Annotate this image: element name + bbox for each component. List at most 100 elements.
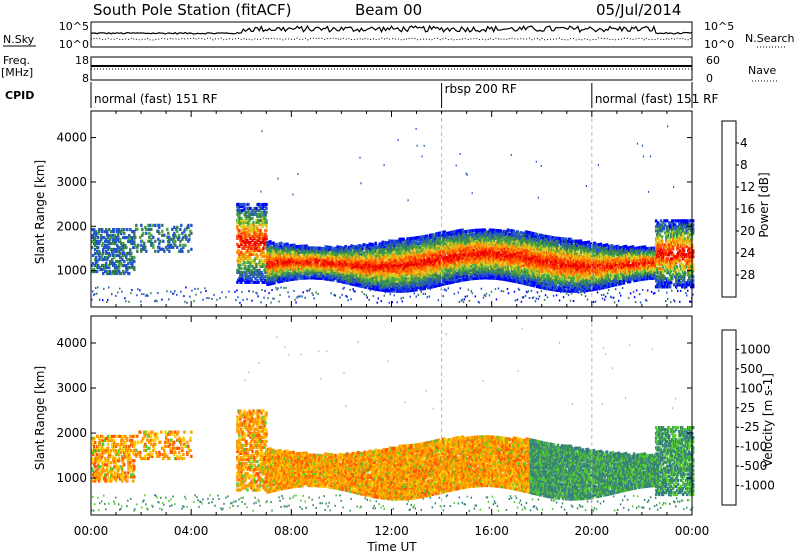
station-title: South Pole Station (fitACF) xyxy=(93,1,291,19)
range-cell xyxy=(125,246,127,249)
range-cell xyxy=(133,266,135,269)
range-cell xyxy=(346,296,348,298)
range-cell xyxy=(95,287,97,289)
range-cell xyxy=(459,301,461,303)
range-cell xyxy=(408,199,409,201)
range-cell xyxy=(251,300,253,302)
range-cell xyxy=(99,299,101,301)
range-cell xyxy=(161,224,163,227)
range-cell xyxy=(270,302,272,304)
range-cell xyxy=(313,297,315,299)
range-cell xyxy=(446,290,448,292)
range-cell xyxy=(111,293,113,295)
range-cell xyxy=(136,250,138,253)
range-cell xyxy=(278,301,280,303)
range-cell xyxy=(239,261,241,264)
range-cell xyxy=(159,240,161,243)
range-cell xyxy=(162,240,164,243)
range-cell xyxy=(384,295,386,297)
range-cell xyxy=(330,292,332,294)
range-cell xyxy=(301,295,303,297)
range-cell xyxy=(225,296,227,298)
range-cell xyxy=(97,236,99,239)
nave-tick-top: 60 xyxy=(706,54,720,67)
range-cell xyxy=(176,294,178,296)
range-cell xyxy=(469,300,471,302)
range-cell xyxy=(166,290,168,292)
range-cell xyxy=(265,211,267,214)
range-cell xyxy=(268,292,270,294)
range-cell xyxy=(309,288,311,290)
range-cell xyxy=(128,301,130,303)
range-cell xyxy=(186,302,188,304)
range-cell xyxy=(103,288,105,290)
range-cell xyxy=(97,246,99,249)
range-cell xyxy=(280,287,282,289)
range-cell xyxy=(271,289,273,291)
range-cell xyxy=(239,302,241,304)
range-cell xyxy=(354,291,356,293)
range-cell xyxy=(458,292,460,294)
range-cell xyxy=(280,242,282,245)
range-cell xyxy=(261,289,263,291)
range-cell xyxy=(472,192,473,194)
range-cell xyxy=(128,272,130,275)
range-cell xyxy=(174,240,176,243)
range-cell xyxy=(237,296,239,298)
range-cell xyxy=(173,293,175,295)
range-cell xyxy=(176,246,178,249)
range-cell xyxy=(252,221,254,224)
range-cell xyxy=(180,291,182,293)
range-cell xyxy=(202,299,204,301)
range-cell xyxy=(145,250,147,253)
range-cell xyxy=(115,295,117,297)
range-cell xyxy=(277,287,279,289)
range-cell xyxy=(136,228,138,231)
range-cell xyxy=(364,293,366,295)
range-cell xyxy=(190,248,192,251)
nsearch-series xyxy=(91,38,692,40)
range-cell xyxy=(302,291,304,293)
range-cell xyxy=(144,246,146,249)
range-cell xyxy=(200,291,202,293)
range-cell xyxy=(416,296,418,298)
range-cell xyxy=(194,288,196,290)
range-cell xyxy=(193,300,195,302)
range-cell xyxy=(130,252,132,255)
range-cell xyxy=(410,296,412,298)
range-cell xyxy=(143,293,145,295)
range-cell xyxy=(95,256,97,259)
range-cell xyxy=(306,290,308,292)
nsky-left-tick-top: 10^5 xyxy=(59,20,89,33)
range-cell xyxy=(467,295,469,297)
range-cell xyxy=(260,191,261,193)
range-cell xyxy=(403,297,405,299)
range-cell xyxy=(235,299,237,301)
range-cell xyxy=(152,244,154,247)
range-cell xyxy=(131,289,133,291)
range-cell xyxy=(140,224,142,227)
range-cell xyxy=(158,224,160,227)
range-cell xyxy=(390,293,392,295)
range-cell xyxy=(273,298,275,300)
range-cell xyxy=(402,300,404,302)
range-cell xyxy=(119,246,121,249)
range-cell xyxy=(312,294,314,296)
range-cell xyxy=(265,229,267,232)
range-cell xyxy=(133,260,135,263)
range-cell xyxy=(244,265,246,268)
range-cell xyxy=(465,296,467,298)
range-cell xyxy=(167,232,169,235)
range-cell xyxy=(150,228,152,231)
range-cell xyxy=(481,288,483,290)
range-cell xyxy=(384,164,385,166)
range-cell xyxy=(397,301,399,303)
range-cell xyxy=(304,297,306,299)
range-cell xyxy=(427,296,429,298)
range-cell xyxy=(299,295,301,297)
range-cell xyxy=(184,244,186,247)
range-cell xyxy=(126,228,128,231)
range-cell xyxy=(265,203,267,206)
range-cell xyxy=(315,292,317,294)
